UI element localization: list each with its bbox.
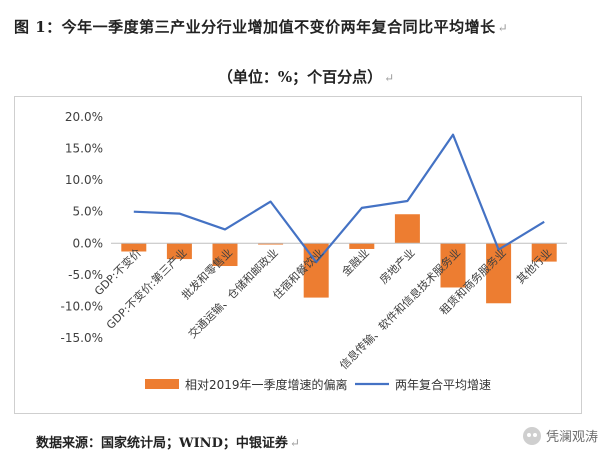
legend-label-line: 两年复合平均增速 [395, 377, 491, 392]
bar [121, 243, 147, 252]
chart-svg: 20.0% 15.0% 10.0% 5.0% 0.0% -5.0% -10.0% -15.0%… [61, 110, 567, 392]
bar [258, 243, 284, 245]
y-tick-label: 0.0% [73, 236, 104, 250]
x-tick-label: GDP:不变价:第三产业 [103, 246, 189, 332]
legend-label-bar: 相对2019年一季度增速的偏离 [185, 377, 348, 392]
bar [531, 243, 557, 262]
y-tick-label: 5.0% [73, 205, 104, 219]
chart-title: 图 1：今年一季度第三产业分行业增加值不变价两年复合同比平均增长 ↵ [14, 18, 509, 36]
legend-swatch-bar [145, 379, 179, 389]
x-tick-label: 房地产业 [377, 246, 418, 287]
y-tick-label: 15.0% [65, 142, 103, 156]
bar [349, 243, 375, 249]
watermark: 凭澜观涛 [522, 426, 598, 445]
bar [394, 214, 420, 244]
chart-subtitle: （单位：%；个百分点） ↵ [217, 68, 395, 86]
x-tick-label: 金融业 [339, 246, 372, 279]
y-tick-label: -10.0% [61, 299, 103, 313]
bar [212, 243, 238, 267]
wechat-icon [522, 426, 541, 445]
y-tick-label: -15.0% [61, 331, 103, 345]
chart-frame: 20.0% 15.0% 10.0% 5.0% 0.0% -5.0% -10.0% -15.0%… [14, 96, 582, 414]
y-tick-label: 10.0% [65, 173, 103, 187]
bar [166, 243, 192, 260]
data-source: 数据来源：国家统计局；WIND；中银证券 ↵ [36, 436, 300, 451]
bar [486, 243, 512, 304]
watermark-text: 凭澜观涛 [545, 430, 598, 445]
y-tick-label: -5.0% [68, 268, 103, 282]
line-series [133, 133, 545, 264]
bar [440, 243, 466, 288]
y-tick-label: 20.0% [65, 110, 103, 124]
